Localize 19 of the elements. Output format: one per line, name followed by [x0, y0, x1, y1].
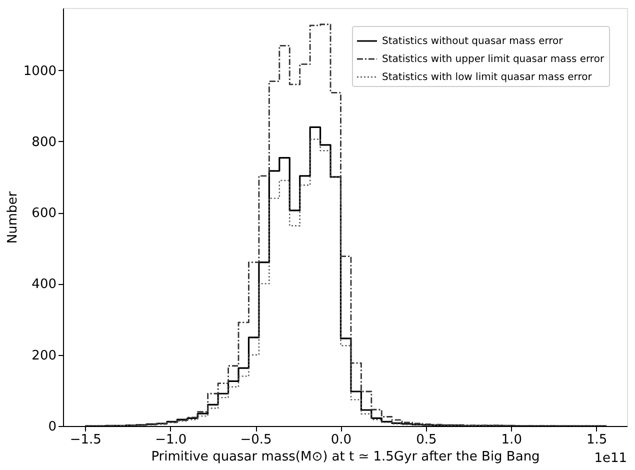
- x-tick-label: 1.0: [501, 432, 522, 448]
- text: 1e11: [594, 451, 627, 466]
- x-tick-label: 0.0: [330, 432, 352, 448]
- x-tick-label: −0.5: [240, 432, 272, 448]
- legend-label: Statistics with upper limit quasar mass error: [382, 54, 605, 65]
- y-tick-label: 400: [32, 277, 56, 292]
- legend-label: Statistics without quasar mass error: [382, 36, 564, 47]
- y-tick-label: 600: [32, 206, 56, 222]
- x-axis-title: Primitive quasar mass(M⊙) at t ≃ 1.5Gyr after the Big Bang: [151, 450, 540, 464]
- y-tick-label: 0: [48, 420, 56, 434]
- x-tick-label: 0.5: [416, 432, 437, 448]
- legend-label: Statistics with low limit quasar mass error: [382, 72, 593, 83]
- y-tick-label: 200: [32, 348, 56, 364]
- y-axis-title: Number: [5, 190, 20, 244]
- y-tick-label: 1000: [23, 64, 56, 79]
- x-tick-label: 1.5: [586, 432, 608, 448]
- x-tick-label: −1.5: [70, 432, 102, 448]
- x-tick-label: −1.0: [155, 432, 187, 448]
- y-tick-label: 800: [32, 134, 56, 150]
